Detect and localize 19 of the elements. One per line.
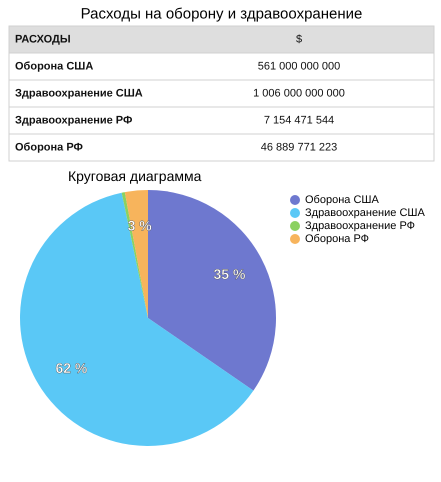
text: 561 000 000 000 [258, 60, 340, 72]
text: Расходы на оборону и здравоохранение [80, 6, 362, 22]
text: Здравоохранение США [15, 88, 143, 100]
text: 46 889 771 223 [260, 142, 338, 154]
legend-label: Оборона РФ [305, 233, 370, 245]
text: 7 154 471 544 [264, 114, 334, 126]
text: 1 006 000 000 000 [253, 88, 345, 100]
data-label: 62 % [55, 360, 88, 376]
text: РАСХОДЫ [15, 34, 71, 46]
legend-label: Здравоохранение РФ [305, 220, 416, 232]
data-label: 35 % [213, 266, 246, 282]
text: $ [296, 34, 302, 46]
chart-title: Круговая диаграмма [68, 168, 202, 184]
legend-label: Оборона США [305, 194, 380, 206]
text: Здравоохранение РФ [15, 114, 132, 126]
text: Оборона США [15, 60, 94, 72]
legend-label: Здравоохранение США [305, 207, 426, 219]
pie-slice [20, 192, 254, 446]
text: Оборона РФ [15, 142, 83, 154]
